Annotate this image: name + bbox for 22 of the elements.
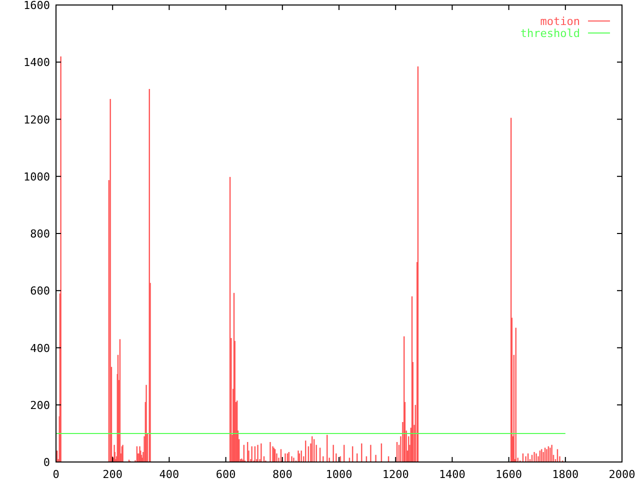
y-tick-label: 600	[30, 284, 50, 298]
y-tick-label: 1400	[24, 56, 50, 70]
x-tick-label: 1400	[438, 468, 466, 480]
y-tick-label: 800	[30, 228, 50, 240]
x-tick-label: 400	[159, 468, 180, 480]
x-tick-label: 200	[102, 468, 123, 480]
y-tick-label: 0	[43, 456, 50, 469]
y-tick-label: 200	[30, 398, 50, 412]
x-tick-label: 2000	[608, 468, 636, 480]
x-tick-label: 0	[52, 468, 60, 480]
legend-label: motion	[540, 15, 580, 28]
x-tick-label: 1200	[382, 468, 409, 480]
x-tick-label: 1800	[552, 468, 579, 480]
y-tick-label: 1600	[24, 0, 50, 12]
x-tick-label: 600	[216, 468, 236, 480]
y-tick-label: 1000	[24, 170, 50, 184]
y-tick-label: 400	[30, 342, 50, 355]
x-tick-label: 1600	[496, 468, 522, 480]
y-tick-label: 1200	[24, 113, 50, 126]
x-tick-label: 800	[272, 468, 292, 480]
x-tick-label: 1000	[326, 468, 352, 480]
legend-label: threshold	[520, 27, 580, 40]
